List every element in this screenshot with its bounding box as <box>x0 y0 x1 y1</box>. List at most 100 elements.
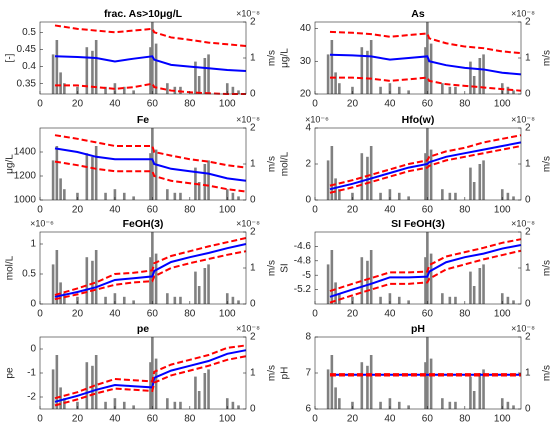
flux-bar <box>506 296 510 304</box>
x-tick-label: 20 <box>347 309 359 320</box>
y2-tick-label: 0 <box>250 195 256 206</box>
flux-bar <box>379 296 382 304</box>
flux-bar <box>85 362 89 409</box>
flux-bar <box>173 192 177 200</box>
flux-bar <box>113 398 117 409</box>
flux-bar <box>85 47 89 94</box>
x-tick-label: 80 <box>459 99 471 110</box>
flux-bar <box>94 355 98 409</box>
flux-bar <box>104 296 107 304</box>
y2-tick-label: 0 <box>250 404 256 415</box>
flux-bar <box>338 83 341 94</box>
y-tick-label: 0 <box>30 344 36 355</box>
flux-bar <box>360 153 364 200</box>
series-line <box>54 147 247 182</box>
panel-title: pe <box>137 323 149 335</box>
flux-bar <box>441 189 444 200</box>
flux-bar <box>454 296 457 304</box>
flux-bar <box>407 300 410 304</box>
flux-bar <box>441 83 444 94</box>
x-tick-label: 0 <box>37 205 43 216</box>
flux-bar <box>512 90 515 94</box>
y2-tick-label: 1 <box>250 53 256 64</box>
y2-multiplier: ×10⁻⁸ <box>511 218 535 228</box>
y2-tick-label: 0 <box>525 299 531 310</box>
flux-bar <box>85 257 89 304</box>
flux-bar <box>151 128 154 200</box>
x-tick-label: 20 <box>72 309 84 320</box>
flux-bar <box>407 196 410 200</box>
y2-tick-label: 2 <box>525 123 531 134</box>
flux-bar <box>388 189 392 200</box>
flux-bar <box>429 43 433 94</box>
flux-bar <box>379 401 382 409</box>
series-line <box>329 30 522 55</box>
flux-bar <box>122 296 126 304</box>
flux-bar <box>326 369 330 409</box>
y2-tick-label: 0 <box>525 195 531 206</box>
flux-bar <box>407 90 410 94</box>
flux-bar <box>338 398 341 409</box>
flux-bar <box>55 146 59 200</box>
flux-bar <box>326 160 330 200</box>
y2-tick-label: 2 <box>250 227 256 238</box>
flux-bar <box>231 86 235 94</box>
flux-bar <box>397 401 401 409</box>
flux-bar <box>55 250 59 304</box>
flux-bar <box>207 369 210 409</box>
y-tick-label: 1400 <box>14 147 37 158</box>
flux-bar <box>360 47 364 94</box>
x-tick-label: 20 <box>72 414 84 423</box>
y-axis-label: SI <box>280 263 291 272</box>
panel-title: Fe <box>137 114 149 126</box>
y-tick-label: -2 <box>27 392 36 403</box>
flux-bar <box>179 296 182 304</box>
flux-bar <box>326 54 330 94</box>
flux-bar <box>512 300 515 304</box>
x-tick-label: 100 <box>494 99 511 110</box>
panel-title: FeOH(3) <box>123 218 164 230</box>
flux-bar <box>76 296 79 304</box>
x-tick-label: 60 <box>422 414 434 423</box>
plot-area <box>40 128 246 200</box>
series-line <box>329 76 522 92</box>
flux-bar <box>51 54 55 94</box>
y-tick-label: -1 <box>27 368 36 379</box>
y-tick-label: 1 <box>30 239 36 250</box>
flux-bar <box>132 90 135 94</box>
flux-bar <box>154 358 158 409</box>
flux-bar <box>330 355 334 409</box>
flux-bar <box>482 160 485 200</box>
flux-bar <box>85 153 89 200</box>
y-tick-label: 1000 <box>14 195 37 206</box>
panel-title: pH <box>411 323 425 335</box>
flux-bar <box>326 264 330 304</box>
flux-bar <box>351 296 354 304</box>
x-tick-label: 0 <box>312 309 318 320</box>
flux-bar <box>122 401 126 409</box>
flux-bar <box>122 86 126 94</box>
flux-bar <box>351 401 354 409</box>
flux-bar <box>203 373 207 409</box>
y2-tick-label: 1 <box>250 263 256 274</box>
flux-bar <box>94 250 98 304</box>
y2-tick-label: 1 <box>525 263 531 274</box>
flux-bar <box>424 257 427 304</box>
flux-bar <box>360 257 364 304</box>
flux-bar <box>334 387 337 409</box>
flux-bar <box>132 300 135 304</box>
flux-bar <box>203 268 207 304</box>
flux-bar <box>154 149 158 200</box>
series-line <box>329 53 522 76</box>
panel-title: frac. As>10μg/L <box>104 8 183 20</box>
flux-bar <box>132 196 135 200</box>
x-tick-label: 0 <box>312 414 318 423</box>
x-tick-label: 40 <box>384 99 396 110</box>
plot-area <box>315 128 521 200</box>
x-tick-label: 60 <box>422 99 434 110</box>
flux-bar <box>369 355 373 409</box>
flux-bar <box>207 160 210 200</box>
y2-tick-label: 2 <box>250 332 256 343</box>
flux-bar <box>91 260 94 304</box>
